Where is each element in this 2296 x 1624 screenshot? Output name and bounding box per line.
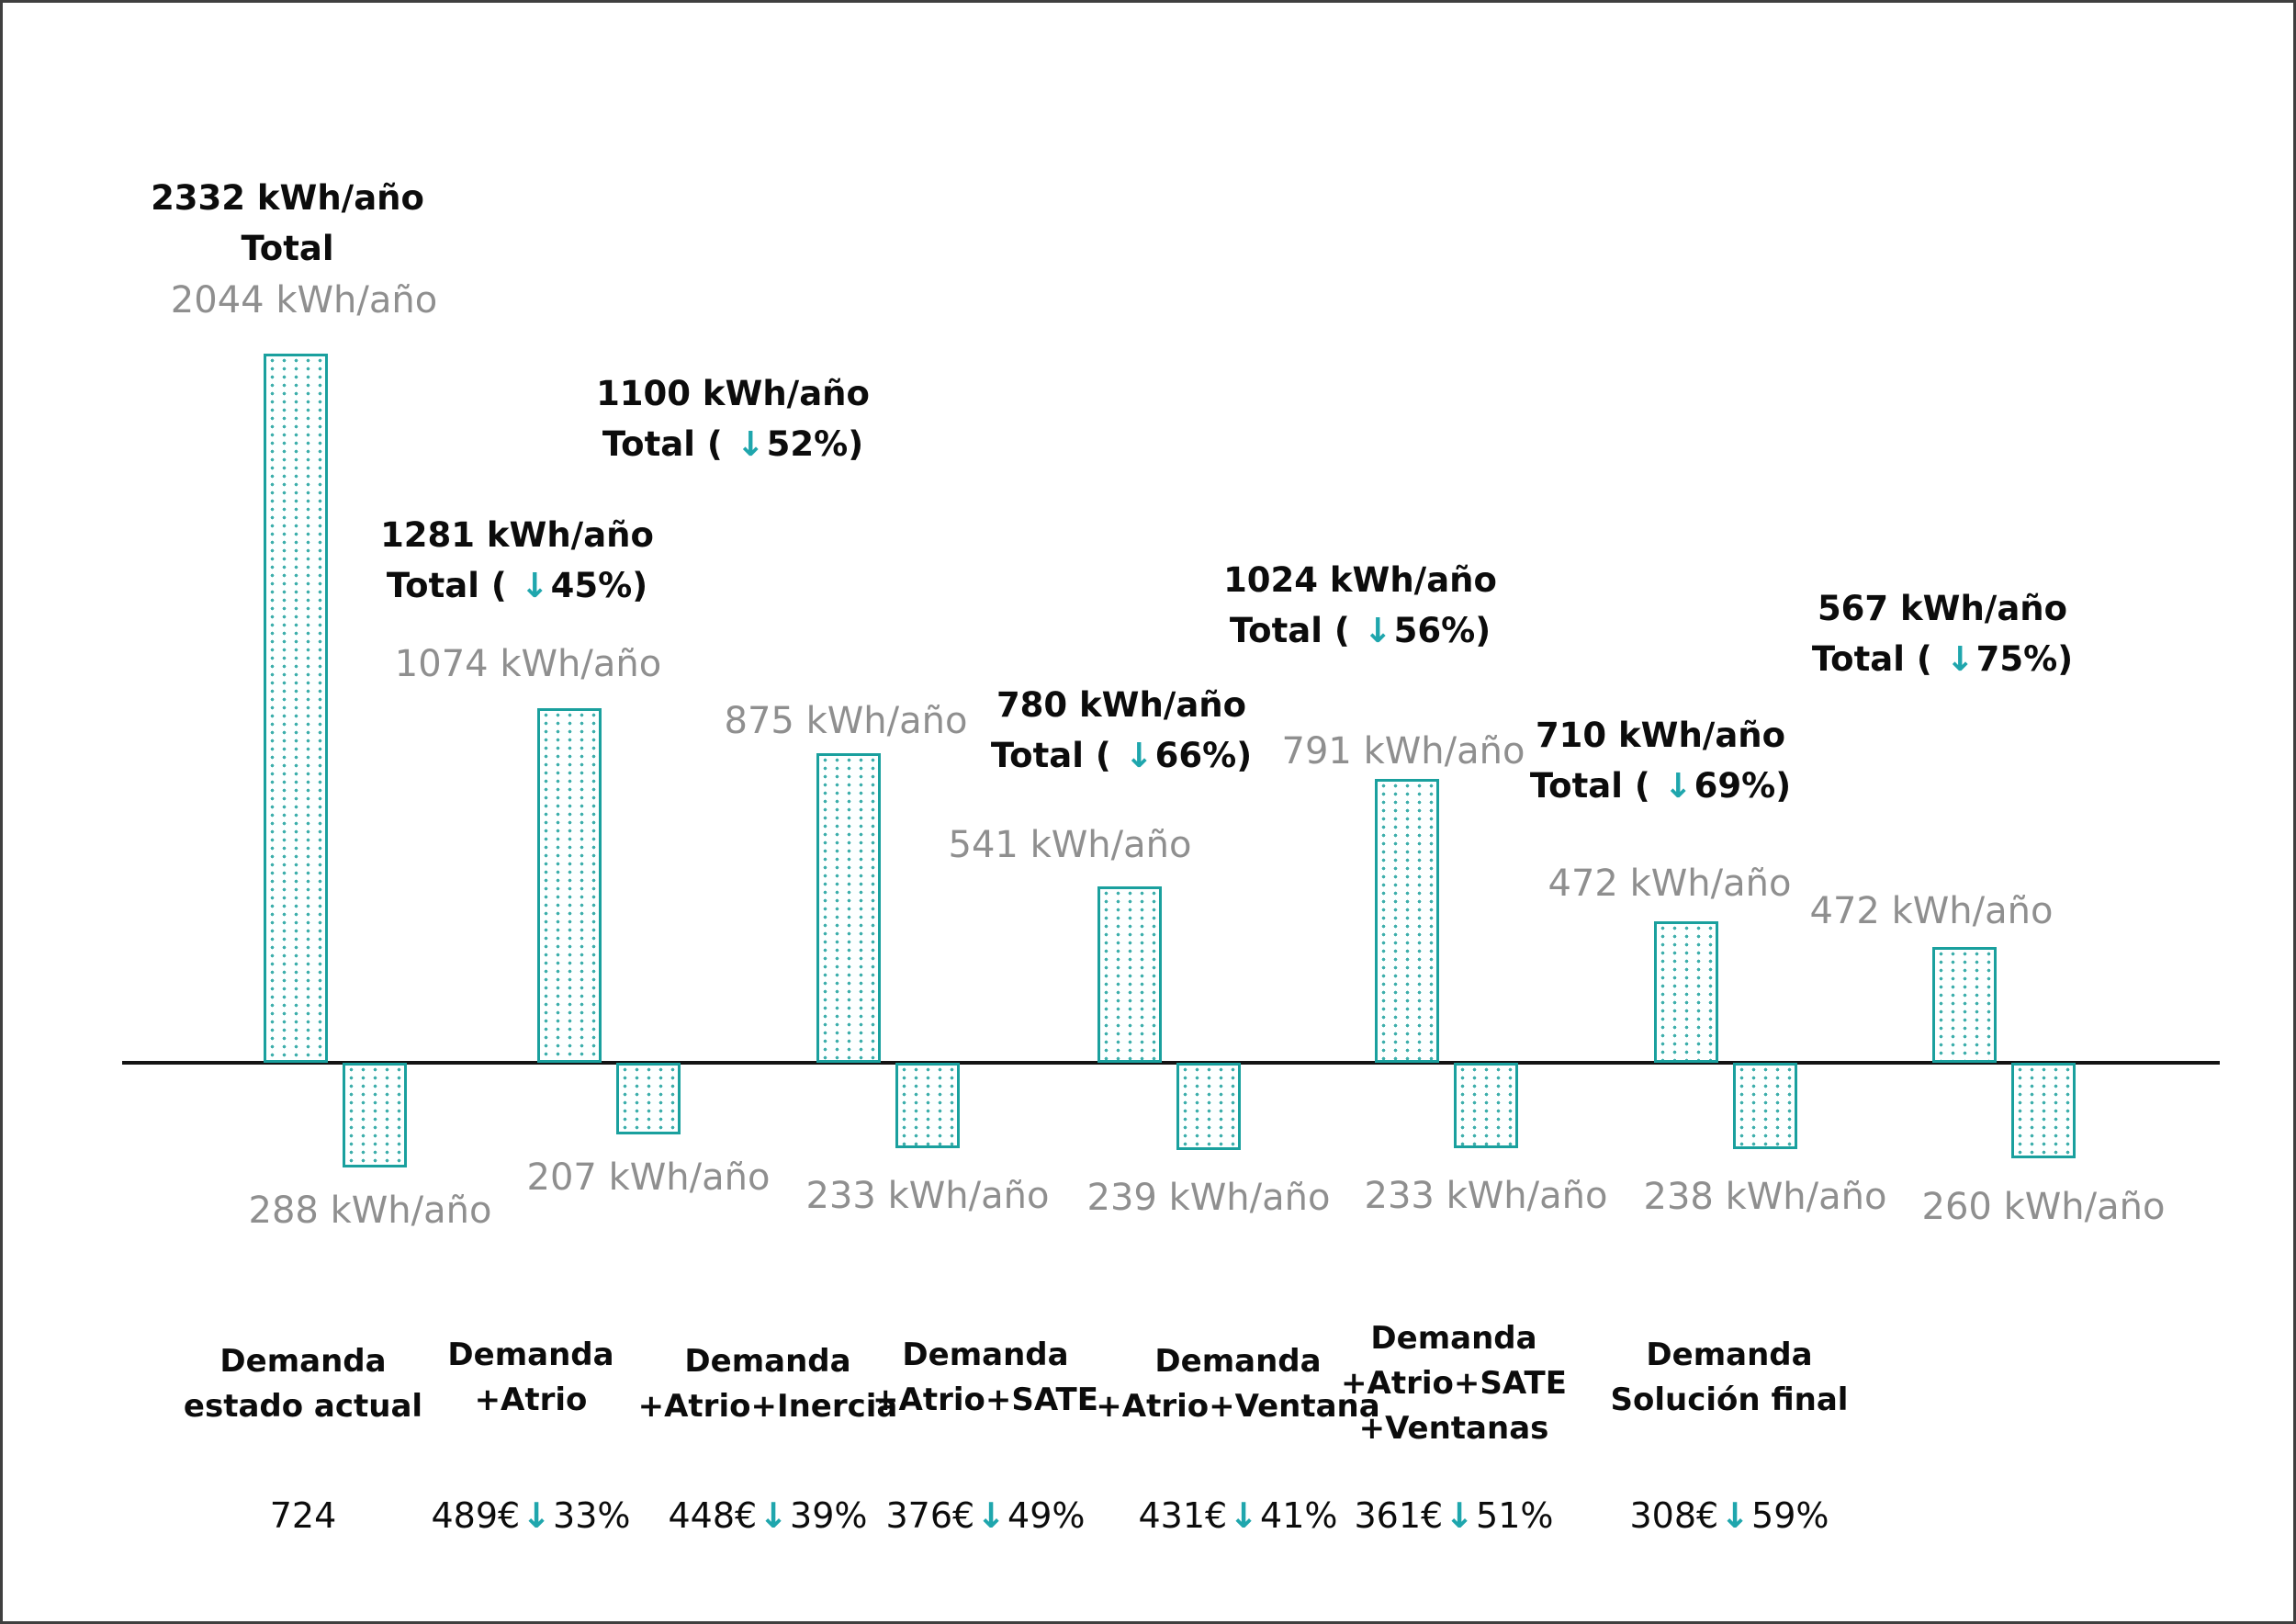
total-word-text: Total ( ↓66%) — [990, 736, 1253, 775]
down-arrow-icon: ↓ — [522, 1495, 552, 1536]
negative-bar — [1176, 1063, 1241, 1150]
category-label-line: +Atrio — [474, 1382, 588, 1418]
total-label: 1100 kWh/año Total ( ↓52%) — [596, 368, 870, 469]
negative-bar — [895, 1063, 960, 1148]
total-label: 2332 kWh/año Total ( ↓) — [151, 173, 424, 274]
cost-label: 724↓ — [269, 1495, 337, 1536]
category-label-line: Demanda — [684, 1343, 851, 1380]
negative-bar — [2011, 1063, 2076, 1158]
positive-value-label: 1074 kWh/año — [394, 643, 662, 685]
cost-label: 431€↓41% — [1138, 1495, 1338, 1536]
total-label: 780 kWh/año Total ( ↓66%) — [991, 680, 1252, 781]
negative-value-label: 260 kWh/año — [1921, 1186, 2166, 1228]
category-label-line: +Atrio+SATE — [1341, 1365, 1567, 1402]
category-label-line: Solución final — [1610, 1382, 1849, 1418]
positive-value-label: 541 kWh/año — [948, 824, 1192, 866]
category-label: Demanda Solución final — [1611, 1333, 1849, 1423]
total-value-text: 1281 kWh/año — [380, 515, 654, 555]
total-word-text: Total ( ↓52%) — [602, 424, 864, 464]
positive-value-label: 472 kWh/año — [1548, 863, 1792, 905]
negative-value-label: 239 kWh/año — [1086, 1177, 1331, 1219]
category-label-line: Demanda — [1370, 1320, 1537, 1357]
negative-value-label: 238 kWh/año — [1643, 1176, 1887, 1218]
total-label: 1024 kWh/año Total ( ↓56%) — [1223, 555, 1497, 656]
positive-bar — [1932, 947, 1997, 1063]
category-label: Demanda +Atrio+Inercia — [638, 1339, 898, 1429]
positive-bar — [816, 753, 881, 1063]
total-word-text: Total ( ↓75%) — [1811, 639, 2074, 679]
down-arrow-icon: ↓ — [1945, 639, 1975, 679]
total-value-text: 567 kWh/año — [1817, 589, 2068, 628]
category-label-line: +Atrio+Ventana — [1096, 1388, 1380, 1425]
category-label-line: Demanda — [902, 1336, 1069, 1373]
cost-label: 489€↓33% — [431, 1495, 631, 1536]
negative-bar — [343, 1063, 407, 1167]
down-arrow-icon: ↓ — [976, 1495, 1007, 1536]
negative-bar — [616, 1063, 681, 1134]
negative-value-label: 233 kWh/año — [805, 1175, 1050, 1217]
positive-bar — [264, 354, 328, 1063]
negative-value-label: 288 kWh/año — [248, 1190, 492, 1232]
total-word-text: Total ( ↓56%) — [1229, 611, 1491, 650]
positive-value-label: 875 kWh/año — [724, 700, 968, 742]
negative-bar — [1454, 1063, 1518, 1148]
category-label-line: +Ventanas — [1358, 1410, 1549, 1447]
total-word-text: Total ( ↓45%) — [386, 566, 648, 605]
category-label: Demanda estado actual — [184, 1339, 422, 1429]
category-label-line: +Atrio+SATE — [872, 1382, 1098, 1418]
positive-value-label: 472 kWh/año — [1809, 890, 2054, 932]
down-arrow-icon: ↓ — [759, 1495, 789, 1536]
total-value-text: 2332 kWh/año — [151, 178, 424, 218]
category-label-line: estado actual — [183, 1388, 423, 1425]
negative-value-label: 207 kWh/año — [526, 1156, 771, 1199]
negative-bar — [1733, 1063, 1797, 1149]
total-label: 710 kWh/año Total ( ↓69%) — [1530, 710, 1791, 811]
total-word-text: Total ( ↓) — [241, 229, 334, 268]
category-label-line: Demanda — [1646, 1336, 1813, 1373]
total-label: 567 kWh/año Total ( ↓75%) — [1812, 583, 2073, 684]
down-arrow-icon: ↓ — [1229, 1495, 1259, 1536]
down-arrow-icon: ↓ — [1445, 1495, 1475, 1536]
cost-label: 361€↓51% — [1354, 1495, 1554, 1536]
negative-value-label: 233 kWh/año — [1364, 1175, 1608, 1217]
down-arrow-icon: ↓ — [520, 566, 549, 605]
down-arrow-icon: ↓ — [1663, 766, 1693, 806]
category-label: Demanda +Atrio+SATE — [872, 1333, 1098, 1423]
cost-label: 308€↓59% — [1629, 1495, 1829, 1536]
category-label-line: Demanda — [1154, 1343, 1322, 1380]
positive-value-label: 2044 kWh/año — [170, 279, 438, 321]
down-arrow-icon: ↓ — [736, 424, 765, 464]
category-label-line: Demanda — [219, 1343, 387, 1380]
baseline-axis — [122, 1061, 2220, 1065]
total-value-text: 1024 kWh/año — [1223, 560, 1497, 600]
total-label: 1281 kWh/año Total ( ↓45%) — [380, 510, 654, 611]
positive-value-label: 791 kWh/año — [1281, 730, 1525, 773]
category-label-line: Demanda — [447, 1336, 614, 1373]
total-value-text: 710 kWh/año — [1535, 716, 1786, 755]
total-value-text: 780 kWh/año — [996, 685, 1247, 725]
total-word-text: Total ( ↓69%) — [1529, 766, 1792, 806]
total-value-text: 1100 kWh/año — [596, 374, 870, 413]
positive-bar — [1654, 921, 1718, 1063]
down-arrow-icon: ↓ — [1124, 736, 1154, 775]
category-label: Demanda +Atrio — [447, 1333, 613, 1423]
cost-label: 376€↓49% — [885, 1495, 1086, 1536]
down-arrow-icon: ↓ — [1720, 1495, 1750, 1536]
category-label: Demanda +Atrio+Ventana — [1096, 1339, 1379, 1429]
positive-bar — [537, 708, 602, 1063]
category-label: Demanda +Atrio+SATE +Ventanas — [1341, 1316, 1567, 1451]
down-arrow-icon: ↓ — [1363, 611, 1392, 650]
cost-label: 448€↓39% — [668, 1495, 868, 1536]
positive-bar — [1375, 779, 1439, 1063]
category-label-line: +Atrio+Inercia — [637, 1388, 898, 1425]
positive-bar — [1097, 886, 1162, 1063]
